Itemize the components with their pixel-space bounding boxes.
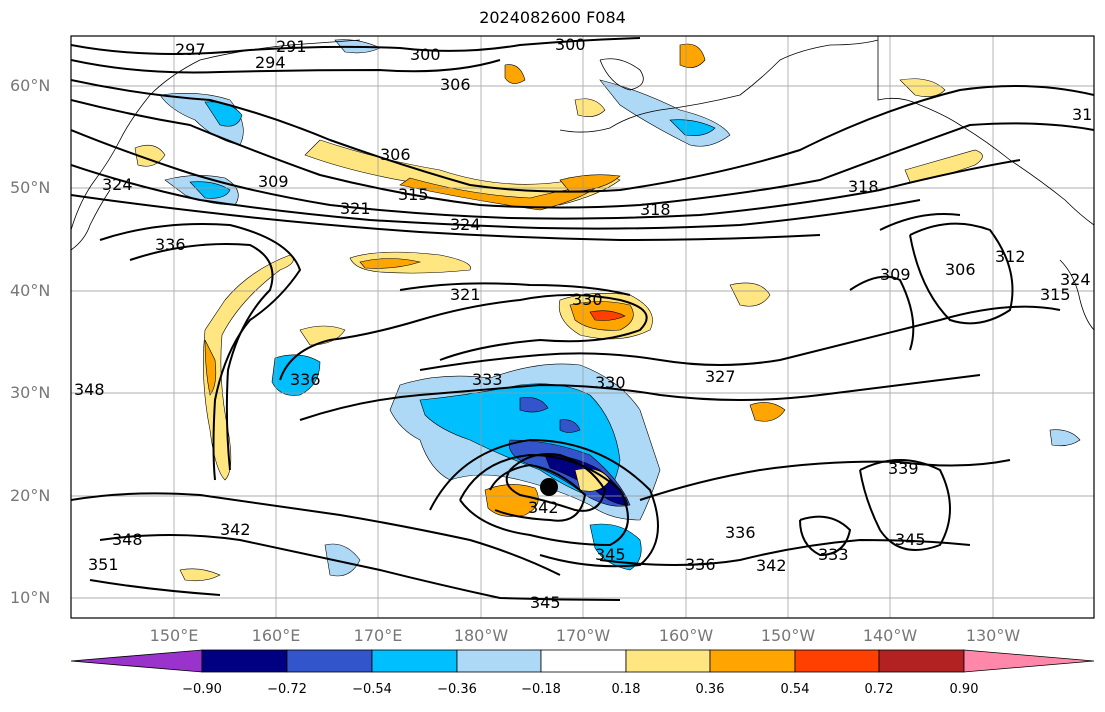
shading-layer [134, 39, 1081, 582]
contour-label: 315 [1040, 285, 1071, 304]
height-contours [71, 37, 1094, 601]
contour-label: 321 [450, 285, 481, 304]
colorbar-segment [794, 649, 880, 673]
contour-label-layer: 297 291 294 300 300 306 306 309 315 321 … [74, 35, 1092, 612]
colorbar-segment [963, 649, 1095, 673]
lon-label: 150°E [149, 626, 199, 645]
lat-label: 40°N [10, 281, 51, 300]
colorbar-tick-label: 0.36 [695, 682, 725, 697]
colorbar-segment [540, 649, 627, 673]
contour-label: 336 [155, 235, 186, 254]
contour-label: 324 [1060, 270, 1091, 289]
colorbar-tick-label: 0.18 [611, 682, 641, 697]
contour-label: 345 [595, 545, 626, 564]
colorbar-tick-label: −0.90 [182, 682, 222, 697]
contour-label: 309 [880, 265, 911, 284]
contour-label: 306 [440, 75, 471, 94]
contour-label: 351 [88, 555, 119, 574]
lon-label: 160°E [251, 626, 301, 645]
lon-label: 180°W [453, 626, 509, 645]
contour-label: 297 [175, 40, 206, 59]
lon-label: 150°W [760, 626, 816, 645]
contour-label: 330 [572, 290, 603, 309]
contour-label: 339 [888, 459, 919, 478]
lat-label: 60°N [10, 76, 51, 95]
contour-label: 300 [410, 45, 441, 64]
coastlines [71, 36, 1094, 331]
lat-label: 10°N [10, 588, 51, 607]
contour-label: 342 [528, 498, 559, 517]
colorbar [70, 649, 1095, 673]
colorbar-tick-label: −0.54 [352, 682, 392, 697]
colorbar-tick-label: −0.18 [521, 682, 561, 697]
contour-label: 318 [640, 200, 671, 219]
lat-label: 30°N [10, 383, 51, 402]
contour-label: 330 [595, 373, 626, 392]
colorbar-segment [456, 649, 542, 673]
lat-label: 20°N [10, 486, 51, 505]
colorbar-segment [371, 649, 458, 673]
colorbar-segment [625, 649, 711, 673]
colorbar-segment [201, 649, 288, 673]
contour-label: 336 [290, 370, 321, 389]
lon-label: 160°W [658, 626, 714, 645]
colorbar-tick-label: 0.72 [864, 682, 894, 697]
contour-label: 348 [74, 380, 105, 399]
storm-center-marker [540, 478, 558, 496]
lon-label: 170°W [555, 626, 611, 645]
contour-label: 294 [255, 53, 286, 72]
contour-label: 321 [340, 199, 371, 218]
contour-label: 324 [102, 175, 133, 194]
contour-label: 345 [895, 530, 926, 549]
contour-label: 300 [555, 35, 586, 54]
contour-label: 306 [945, 260, 976, 279]
contour-label: 315 [398, 185, 429, 204]
contour-label: 324 [450, 215, 481, 234]
contour-label: 342 [220, 520, 251, 539]
colorbar-tick-label: −0.72 [267, 682, 307, 697]
colorbar-segment [286, 649, 373, 673]
contour-label: 342 [756, 556, 787, 575]
lon-label: 140°W [862, 626, 918, 645]
colorbar-segment [878, 649, 965, 673]
lon-label: 130°W [965, 626, 1021, 645]
contour-label: 318 [848, 177, 879, 196]
colorbar-tick-label: 0.90 [949, 682, 979, 697]
contour-label: 333 [818, 545, 849, 564]
map-title: 2024082600 F084 [479, 8, 626, 27]
colorbar-segment [709, 649, 796, 673]
colorbar-tick-label: −0.36 [437, 682, 477, 697]
contour-label: 336 [725, 523, 756, 542]
contour-label: 309 [258, 172, 289, 191]
contour-label: 312 [995, 247, 1026, 266]
contour-label: 31 [1072, 105, 1092, 124]
contour-label: 291 [276, 37, 307, 56]
contour-label: 336 [685, 555, 716, 574]
contour-label: 333 [472, 370, 503, 389]
colorbar-tick-label: 0.54 [780, 682, 810, 697]
lon-label: 170°E [353, 626, 403, 645]
colorbar-segment [70, 649, 203, 673]
contour-label: 345 [530, 593, 561, 612]
lat-label: 50°N [10, 178, 51, 197]
contour-label: 348 [112, 530, 143, 549]
contour-label: 306 [380, 145, 411, 164]
contour-label: 327 [705, 367, 736, 386]
